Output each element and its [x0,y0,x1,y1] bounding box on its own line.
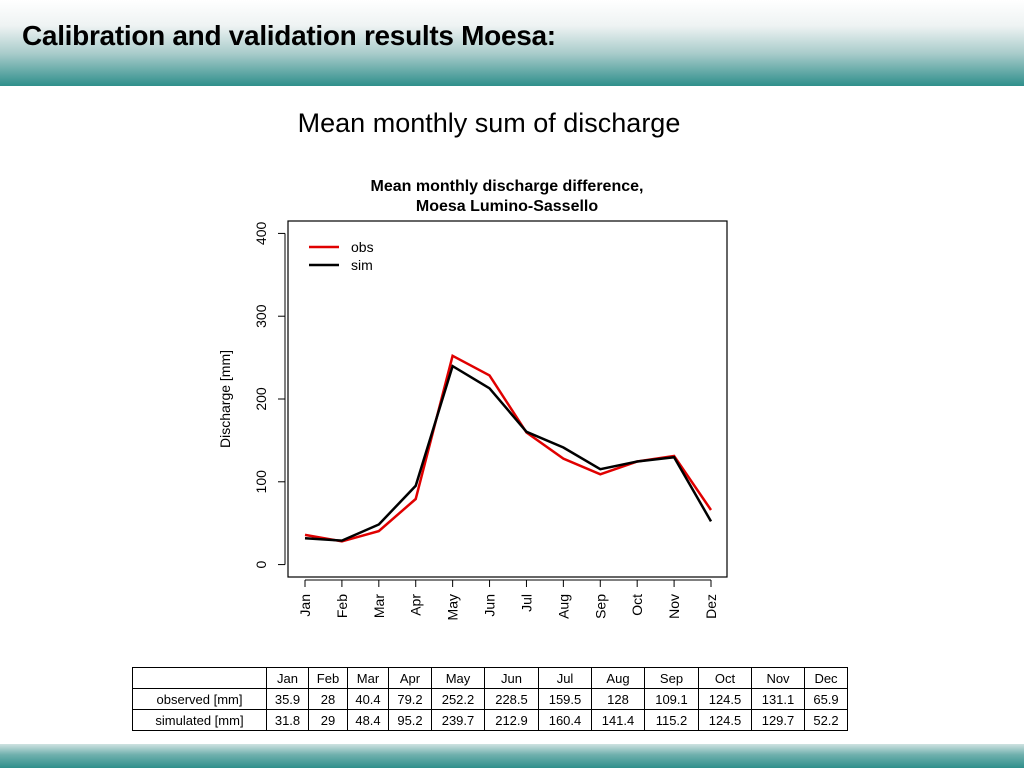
y-tick-label: 400 [253,222,269,246]
x-tick-label: Mar [371,594,387,618]
table-cell: 124.5 [698,709,752,731]
table-row-label: observed [mm] [132,688,267,710]
y-tick-label: 300 [253,304,269,328]
title-bar: Calibration and validation results Moesa… [0,0,1024,86]
table-cell: 160.4 [538,709,592,731]
table-cell: 239.7 [431,709,485,731]
table-header-cell: May [431,667,485,689]
table-cell: 141.4 [591,709,645,731]
x-tick-label: May [445,594,461,620]
table-header-cell: Apr [388,667,432,689]
footer-bar [0,744,1024,768]
slide-subtitle: Mean monthly sum of discharge [297,108,681,138]
x-tick-label: Feb [334,594,350,618]
legend-label-sim: sim [351,257,373,273]
table-header-cell: Jul [538,667,592,689]
table-cell: 40.4 [347,688,389,710]
x-tick-label: Oct [629,594,645,616]
table-header-cell: Feb [308,667,348,689]
table-header-cell: Sep [644,667,699,689]
x-tick-label: Apr [408,594,424,616]
table-cell: 35.9 [266,688,309,710]
x-tick-label: Dez [703,594,719,619]
table-header-cell: Aug [591,667,645,689]
table-header-cell: Nov [751,667,805,689]
table-cell: 109.1 [644,688,699,710]
table-cell: 228.5 [484,688,539,710]
y-axis-label: Discharge [mm] [217,350,233,448]
table-cell: 128 [591,688,645,710]
slide-title: Calibration and validation results Moesa… [22,20,556,51]
discharge-line-chart: Mean monthly discharge difference, Moesa … [217,178,728,620]
table-header-cell: Jan [266,667,309,689]
x-tick-label: Sep [592,594,608,619]
table-header-cell: Mar [347,667,389,689]
series-line-sim [304,364,713,542]
table-cell: 131.1 [751,688,805,710]
y-tick-label: 0 [253,560,269,568]
y-tick-label: 200 [253,387,269,411]
table-cell: 95.2 [388,709,432,731]
chart-title-line: Mean monthly discharge difference, [371,178,644,195]
table-header-cell: Oct [698,667,752,689]
table-header-cell: Jun [484,667,539,689]
table-row-label: simulated [mm] [132,709,267,731]
table-corner-cell [132,667,267,689]
table-cell: 52.2 [804,709,848,731]
discharge-table: Jan Feb Mar Apr May Jun Jul Aug Sep Oct Nov Dec obs… [132,667,848,731]
table-cell: 129.7 [751,709,805,731]
plot-frame [287,220,728,578]
legend-label-obs: obs [351,239,374,255]
table-cell: 48.4 [347,709,389,731]
y-tick-label: 100 [253,470,269,494]
x-tick-label: Aug [555,594,571,619]
table-cell: 79.2 [388,688,432,710]
table-cell: 31.8 [266,709,309,731]
table-cell: 159.5 [538,688,592,710]
series-line-obs [304,353,713,543]
table-cell: 29 [308,709,348,731]
table-row: simulated [mm] 31.8 29 48.4 95.2 239.7 212.9 16… [132,709,848,731]
table-cell: 28 [308,688,348,710]
table-cell: 212.9 [484,709,539,731]
table-row: observed [mm] 35.9 28 40.4 79.2 252.2 228.5 159… [132,688,848,710]
chart-title-line: Moesa Lumino-Sassello [416,198,598,215]
x-tick-label: Jan [297,594,313,617]
table-cell: 65.9 [804,688,848,710]
table-header-cell: Dec [804,667,848,689]
table-cell: 252.2 [431,688,485,710]
table-header-row: Jan Feb Mar Apr May Jun Jul Aug Sep Oct Nov Dec [132,667,848,689]
x-tick-label: Jun [482,594,498,617]
x-tick-label: Jul [518,594,534,612]
x-tick-label: Nov [666,594,682,619]
table-cell: 115.2 [644,709,699,731]
table-cell: 124.5 [698,688,752,710]
